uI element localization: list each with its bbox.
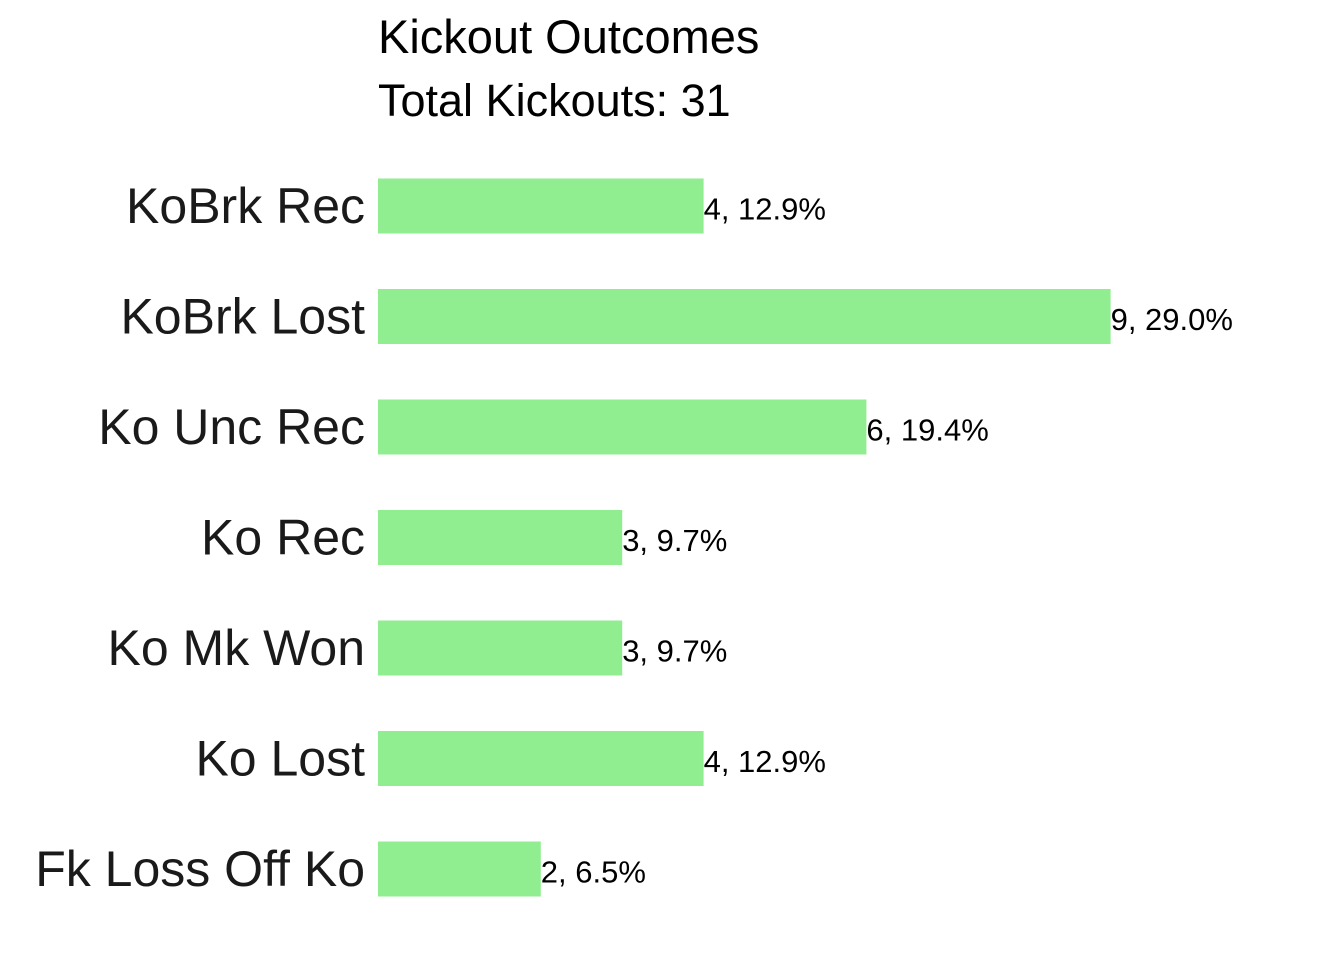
bar-ko-lost bbox=[378, 731, 704, 786]
bars-group bbox=[378, 178, 1111, 897]
category-label-ko-lost: Ko Lost bbox=[195, 731, 365, 787]
category-label-ko-unc-rec: Ko Unc Rec bbox=[98, 399, 365, 455]
category-labels-group: KoBrk Rec KoBrk Lost Ko Unc Rec Ko Rec Ko Mk… bbox=[35, 178, 365, 897]
bar-kobrk-rec bbox=[378, 178, 704, 234]
data-labels-group: 4, 12.9% 9, 29.0% 6, 19.4% 3, 9.7% 3, 9.7% 4,… bbox=[541, 192, 1233, 890]
chart-subtitle: Total Kickouts: 31 bbox=[378, 75, 731, 126]
bar-ko-mk-won bbox=[378, 620, 623, 676]
data-label-ko-rec: 3, 9.7% bbox=[622, 523, 727, 558]
category-label-fk-loss-off-ko: Fk Loss Off Ko bbox=[35, 841, 365, 897]
category-label-kobrk-rec: KoBrk Rec bbox=[126, 178, 365, 234]
category-label-ko-mk-won: Ko Mk Won bbox=[108, 620, 366, 676]
data-label-ko-unc-rec: 6, 19.4% bbox=[866, 413, 988, 448]
bar-ko-unc-rec bbox=[378, 399, 867, 455]
chart-title: Kickout Outcomes bbox=[378, 10, 759, 63]
data-label-ko-lost: 4, 12.9% bbox=[704, 744, 826, 779]
category-label-kobrk-lost: KoBrk Lost bbox=[120, 289, 365, 345]
bar-ko-rec bbox=[378, 510, 623, 565]
category-label-ko-rec: Ko Rec bbox=[201, 510, 365, 566]
data-label-kobrk-lost: 9, 29.0% bbox=[1111, 302, 1233, 337]
bar-kobrk-lost bbox=[378, 289, 1111, 344]
data-label-fk-loss-off-ko: 2, 6.5% bbox=[541, 855, 646, 890]
bar-fk-loss-off-ko bbox=[378, 841, 541, 897]
data-label-ko-mk-won: 3, 9.7% bbox=[622, 634, 727, 669]
data-label-kobrk-rec: 4, 12.9% bbox=[704, 192, 826, 227]
